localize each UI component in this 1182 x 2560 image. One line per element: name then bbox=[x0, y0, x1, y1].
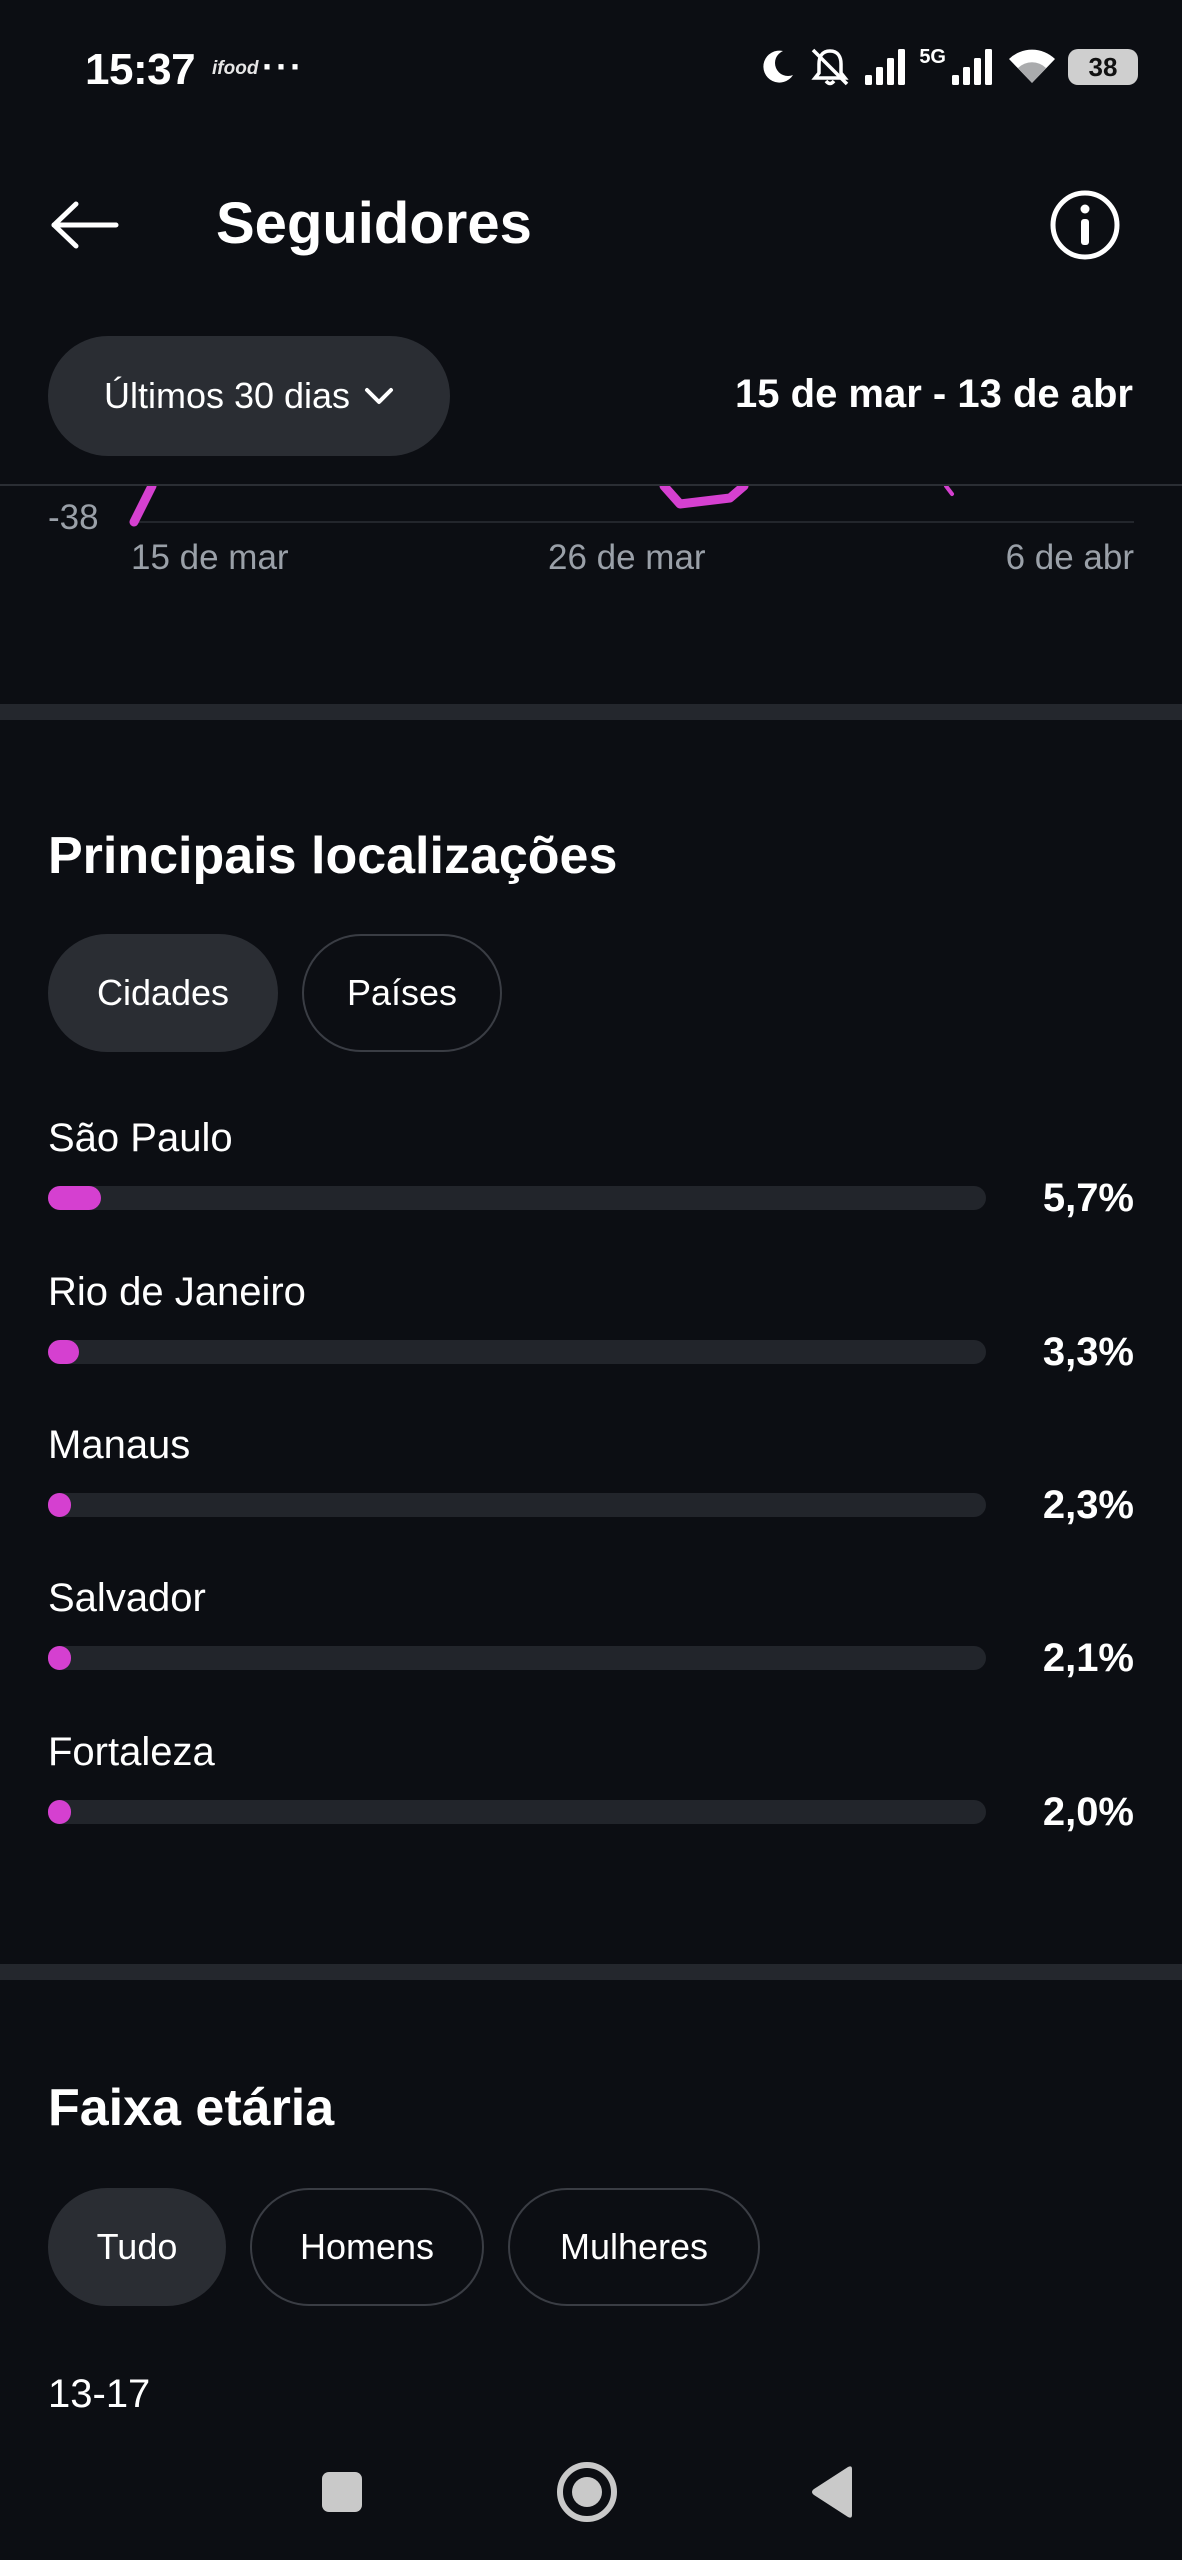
location-bar-track bbox=[48, 1646, 986, 1670]
tab-label: Homens bbox=[299, 2226, 435, 2267]
page-title: Seguidores bbox=[216, 191, 532, 256]
moon-icon bbox=[763, 50, 794, 83]
nav-back-button[interactable] bbox=[792, 2452, 872, 2532]
tab-label: Países bbox=[346, 972, 458, 1013]
status-bar: 15:37 ifood ··· 5G 38 bbox=[0, 0, 1182, 150]
location-bar-track bbox=[48, 1800, 986, 1824]
tab-label: Mulheres bbox=[559, 2226, 709, 2267]
age-range-label: 13-17 bbox=[48, 2372, 151, 2416]
location-bar-fill bbox=[48, 1646, 71, 1670]
network-type-label: 5G bbox=[919, 45, 946, 68]
tab-label: Tudo bbox=[96, 2226, 178, 2267]
location-name: Fortaleza bbox=[48, 1730, 215, 1774]
location-name: Rio de Janeiro bbox=[48, 1270, 306, 1314]
location-row: São Paulo 5,7% bbox=[48, 1116, 1134, 1256]
status-time: 15:37 bbox=[85, 45, 196, 94]
recents-square-icon bbox=[322, 2472, 362, 2512]
recents-button[interactable] bbox=[302, 2452, 382, 2532]
location-bar-fill bbox=[48, 1800, 71, 1824]
back-button[interactable] bbox=[40, 185, 130, 265]
location-row: Fortaleza 2,0% bbox=[48, 1730, 1134, 1870]
locations-title: Principais localizações bbox=[48, 827, 618, 885]
x-axis-tick: 6 de abr bbox=[1005, 538, 1134, 577]
header-divider bbox=[0, 484, 1182, 486]
tab-cidades[interactable]: Cidades bbox=[48, 934, 278, 1052]
location-percent: 3,3% bbox=[1042, 1330, 1134, 1374]
location-percent: 2,0% bbox=[1042, 1790, 1134, 1834]
tab-mulheres[interactable]: Mulheres bbox=[508, 2188, 760, 2306]
location-bar-fill bbox=[48, 1186, 102, 1210]
period-dropdown[interactable]: Últimos 30 dias bbox=[48, 336, 450, 456]
location-bar-fill bbox=[48, 1493, 71, 1517]
tab-paises[interactable]: Países bbox=[302, 934, 502, 1052]
x-axis-tick: 15 de mar bbox=[131, 538, 289, 577]
more-notifications-icon: ··· bbox=[262, 46, 304, 87]
status-icons: 5G 38 bbox=[757, 46, 1138, 88]
battery-level: 38 bbox=[1088, 51, 1118, 82]
home-button[interactable] bbox=[547, 2452, 627, 2532]
tab-label: Cidades bbox=[96, 972, 230, 1013]
x-axis-tick: 26 de mar bbox=[548, 538, 706, 577]
chart-series-line bbox=[659, 486, 749, 509]
ifood-notification-icon: ifood bbox=[212, 58, 259, 79]
location-percent: 2,1% bbox=[1042, 1636, 1134, 1680]
signal-icon bbox=[865, 49, 906, 85]
location-row: Rio de Janeiro 3,3% bbox=[48, 1270, 1134, 1410]
info-icon bbox=[1050, 190, 1120, 260]
mute-bell-icon bbox=[811, 48, 849, 86]
signal-5g-icon bbox=[952, 49, 992, 85]
date-range: 15 de mar - 13 de abr bbox=[735, 372, 1133, 416]
info-button[interactable] bbox=[1045, 185, 1125, 265]
section-divider bbox=[0, 1964, 1182, 1980]
chevron-down-icon bbox=[365, 388, 394, 404]
home-circle-icon bbox=[557, 2462, 617, 2522]
location-row: Salvador 2,1% bbox=[48, 1576, 1134, 1716]
age-title: Faixa etária bbox=[48, 2079, 335, 2137]
chart-series-line bbox=[129, 486, 157, 527]
location-bar-track bbox=[48, 1186, 986, 1210]
location-bar-track bbox=[48, 1493, 986, 1517]
arrow-left-icon bbox=[51, 201, 119, 249]
tab-homens[interactable]: Homens bbox=[250, 2188, 484, 2306]
location-percent: 5,7% bbox=[1042, 1176, 1134, 1220]
section-divider bbox=[0, 704, 1182, 720]
wifi-icon bbox=[1009, 49, 1055, 83]
location-bar-fill bbox=[48, 1340, 79, 1364]
location-percent: 2,3% bbox=[1042, 1483, 1134, 1527]
chart-series-line bbox=[944, 486, 954, 496]
period-label: Últimos 30 dias bbox=[103, 375, 351, 416]
location-name: Salvador bbox=[48, 1576, 206, 1620]
followers-chart bbox=[129, 486, 1134, 527]
location-name: São Paulo bbox=[48, 1116, 233, 1160]
back-triangle-icon bbox=[812, 2466, 852, 2518]
location-bar-track bbox=[48, 1340, 986, 1364]
location-row: Manaus 2,3% bbox=[48, 1423, 1134, 1563]
battery-icon: 38 bbox=[1068, 49, 1138, 85]
y-axis-tick: -38 bbox=[48, 498, 99, 537]
location-name: Manaus bbox=[48, 1423, 191, 1467]
tab-tudo[interactable]: Tudo bbox=[48, 2188, 226, 2306]
